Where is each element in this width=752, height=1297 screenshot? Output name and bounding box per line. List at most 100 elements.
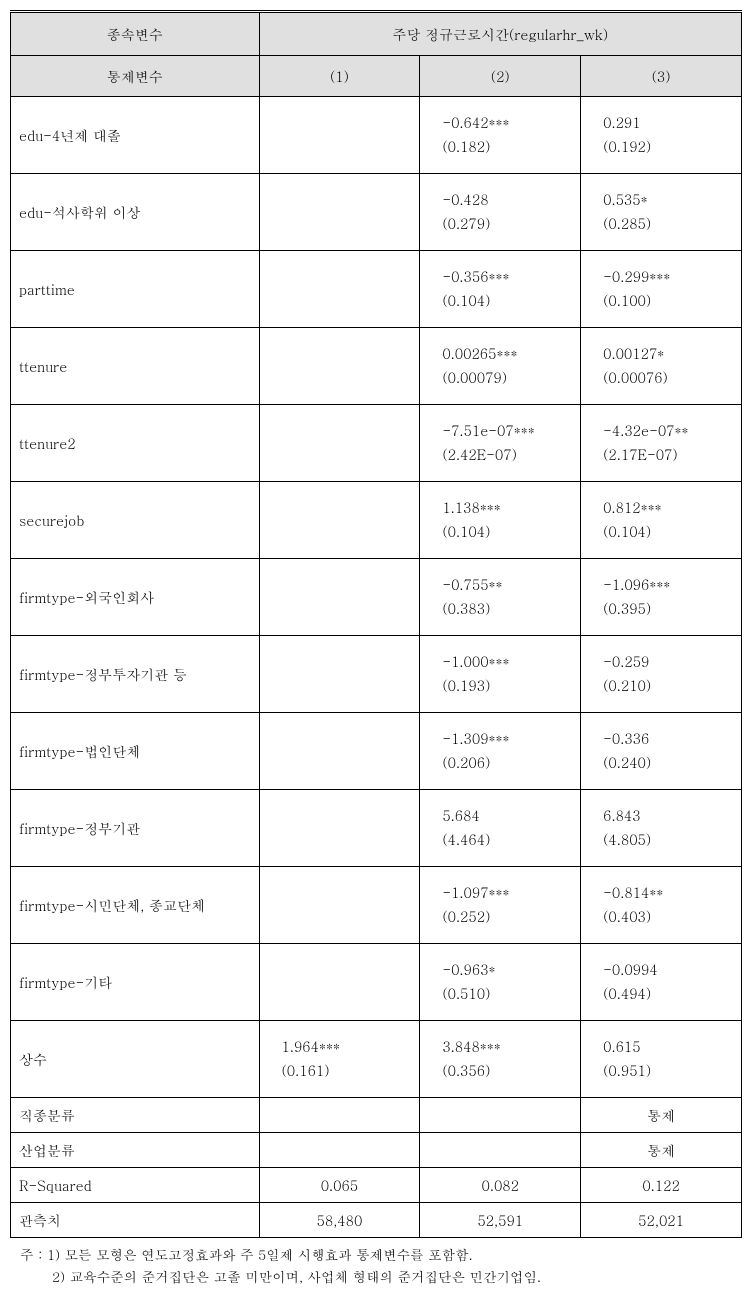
row-label: firmtype-정부기관 [11,790,260,867]
row-label: firmtype-시민단체, 종교단체 [11,867,260,944]
value-cell: -0.428(0.279) [420,174,581,251]
value-cell: 0.122 [581,1168,742,1203]
value-cell [259,251,420,328]
value-cell: 0.291(0.192) [581,97,742,174]
table-row: 직종분류 통제 [11,1098,742,1133]
se: (2.17E-07) [603,443,741,467]
row-label: firmtype-법인단체 [11,713,260,790]
value-cell [259,944,420,1021]
note-2: 2) 교육수준의 준거집단은 고졸 미만이며, 사업체 형태의 준거집단은 민간… [20,1266,742,1288]
value-cell: -1.097***(0.252) [420,867,581,944]
col-2-header: (2) [420,56,581,97]
coef: -1.096*** [603,573,741,597]
value-cell: 0.00265***(0.00079) [420,328,581,405]
value-cell [259,790,420,867]
se: (0.192) [603,135,741,159]
coef: 6.843 [603,804,741,828]
coef: 0.535* [603,188,741,212]
table-row: 관측치58,48052,59152,021 [11,1203,742,1238]
row-label: R-Squared [11,1168,260,1203]
se: (0.00079) [442,366,580,390]
coef: -0.814** [603,881,741,905]
coef: 0.615 [603,1035,741,1059]
regression-table: 종속변수 주당 정규근로시간(regularhr_wk) 통제변수 (1) (2… [10,10,742,1238]
value-cell [259,713,420,790]
coef: -0.259 [603,650,741,674]
se: (0.279) [442,212,580,236]
value-cell: 52,591 [420,1203,581,1238]
coef: 1.138*** [442,496,580,520]
value-cell: 0.065 [259,1168,420,1203]
value-cell: -1.309***(0.206) [420,713,581,790]
se: (0.104) [442,289,580,313]
table-row: 상수1.964***(0.161)3.848***(0.356)0.615(0.… [11,1021,742,1098]
se: (0.510) [442,982,580,1006]
value-cell: -1.000***(0.193) [420,636,581,713]
value-cell: 6.843(4.805) [581,790,742,867]
coef: -7.51e-07*** [442,419,580,443]
value-cell: 0.082 [420,1168,581,1203]
se: (0.100) [603,289,741,313]
row-label: firmtype-기타 [11,944,260,1021]
value-cell [420,1133,581,1168]
row-label: 직종분류 [11,1098,260,1133]
se: (0.104) [603,520,741,544]
row-label: firmtype-외국인회사 [11,559,260,636]
value-cell [259,1133,420,1168]
row-label: firmtype-정부투자기관 등 [11,636,260,713]
row-label: 산업분류 [11,1133,260,1168]
coef: -1.000*** [442,650,580,674]
coef: 5.684 [442,804,580,828]
se: (0.161) [282,1059,420,1083]
control-label: 통제변수 [11,56,260,97]
se: (4.805) [603,828,741,852]
table-notes: 주 : 1) 모든 모형은 연도고정효과와 주 5일제 시행효과 통제변수를 포… [10,1244,742,1287]
value-cell [259,97,420,174]
value-cell: -0.259(0.210) [581,636,742,713]
value-cell [259,1098,420,1133]
value-cell: -1.096***(0.395) [581,559,742,636]
table-row: 산업분류 통제 [11,1133,742,1168]
value-cell: 1.138***(0.104) [420,482,581,559]
coef: 0.812*** [603,496,741,520]
table-row: edu-4년제 대졸-0.642***(0.182)0.291(0.192) [11,97,742,174]
coef: -0.642*** [442,111,580,135]
se: (0.00076) [603,366,741,390]
value-cell: -4.32e-07**(2.17E-07) [581,405,742,482]
se: (0.395) [603,597,741,621]
se: (0.285) [603,212,741,236]
se: (0.356) [442,1059,580,1083]
table-row: firmtype-외국인회사-0.755**(0.383)-1.096***(0… [11,559,742,636]
value-cell [259,559,420,636]
se: (0.104) [442,520,580,544]
value-cell: 5.684(4.464) [420,790,581,867]
row-label: parttime [11,251,260,328]
se: (0.210) [603,674,741,698]
value-cell: -0.336(0.240) [581,713,742,790]
row-label: edu-석사학위 이상 [11,174,260,251]
table-row: R-Squared0.0650.0820.122 [11,1168,742,1203]
coef: -0.336 [603,727,741,751]
table-row: firmtype-정부기관5.684(4.464)6.843(4.805) [11,790,742,867]
table-row: ttenure2-7.51e-07***(2.42E-07)-4.32e-07*… [11,405,742,482]
se: (0.240) [603,751,741,775]
value-cell: -0.755**(0.383) [420,559,581,636]
coef: -1.309*** [442,727,580,751]
value-cell: 1.964***(0.161) [259,1021,420,1098]
value-cell: 58,480 [259,1203,420,1238]
row-label: ttenure [11,328,260,405]
value-cell: 통제 [581,1133,742,1168]
value-cell: -0.642***(0.182) [420,97,581,174]
se: (0.193) [442,674,580,698]
coef: -0.428 [442,188,580,212]
col-1-header: (1) [259,56,420,97]
value-cell: 52,021 [581,1203,742,1238]
table-row: securejob1.138***(0.104)0.812***(0.104) [11,482,742,559]
value-cell [259,328,420,405]
table-row: parttime-0.356***(0.104)-0.299***(0.100) [11,251,742,328]
value-cell: -0.299***(0.100) [581,251,742,328]
table-row: firmtype-시민단체, 종교단체 -1.097***(0.252) -0.81… [11,867,742,944]
value-cell: 통제 [581,1098,742,1133]
value-cell [259,174,420,251]
value-cell: -0.0994(0.494) [581,944,742,1021]
